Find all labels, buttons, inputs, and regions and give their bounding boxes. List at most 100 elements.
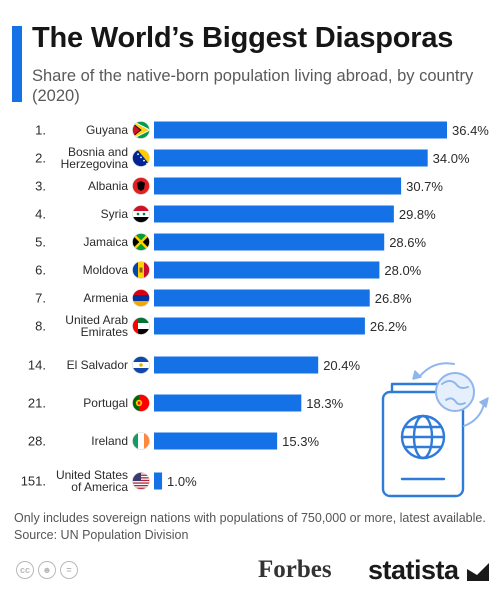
country-label: Moldova [83,263,129,277]
rank-label: 4. [35,207,46,222]
value-label: 28.0% [384,263,421,278]
bar [154,356,319,374]
bar-row: 1. Guyana 36.4% [35,121,489,139]
country-label-line: Jamaica [83,235,128,249]
chart-subtitle: Share of the native-born population livi… [32,67,474,105]
no-derivatives-icon: = [60,561,78,579]
footnote: Only includes sovereign nations with pop… [14,510,486,544]
country-label-line: Bosnia and [68,145,128,159]
value-label: 30.7% [406,179,443,194]
country-label-line: Syria [101,207,129,221]
bar-row: 4. Syria 29.8% [35,205,436,223]
bar [154,432,278,450]
country-label: Portugal [83,396,128,410]
bosnia-flag-icon [132,149,150,167]
passport-globe-illustration [381,362,489,498]
rank-label: 21. [28,396,46,411]
bar [154,205,394,223]
rank-label: 5. [35,235,46,250]
guyana-flag-icon [132,121,150,139]
value-label: 36.4% [452,123,489,138]
country-label-line: United Arab [65,313,128,327]
footnote-text: Only includes sovereign nations with pop… [14,511,486,525]
bar-chart: 1. Guyana 36.4% 2. Bosnia and Herzegovina 34.0… [21,121,489,498]
rank-label: 1. [35,123,46,138]
syria-flag-icon [132,205,150,223]
bar-row: 2. Bosnia and Herzegovina 34.0% [35,145,470,171]
country-label-line: Herzegovina [61,157,129,171]
bar [154,472,163,490]
value-label: 34.0% [433,151,470,166]
bar [154,289,370,307]
title-accent-bar [12,26,22,102]
country-label: Armenia [83,291,128,305]
value-label: 15.3% [282,434,319,449]
rank-label: 6. [35,263,46,278]
bar-row: 14. El Salvador 20.4% [28,356,361,374]
country-label-line: of America [71,480,128,494]
country-label-line: Armenia [83,291,128,305]
country-label: United Arab Emirates [65,313,128,339]
rank-label: 7. [35,291,46,306]
bar [154,121,447,139]
chart-title: The World’s Biggest Diasporas [32,22,454,54]
license-icons: cc ☻ = [16,561,78,579]
bar-row: 151. United States of America 1.0% [21,468,197,494]
bar-row: 21. Portugal 18.3% [28,394,344,412]
statista-wordmark: statista [368,555,459,585]
bar-row: 8. United Arab Emirates 26.2% [35,313,407,339]
albania-flag-icon [132,177,150,195]
jamaica-flag-icon [132,233,150,251]
rank-label: 2. [35,151,46,166]
forbes-logo: Forbes [258,556,332,583]
country-label-line: Albania [88,179,128,193]
uae-flag-icon [132,317,150,335]
ireland-flag-icon [132,432,150,450]
country-label-line: Portugal [83,396,128,410]
value-label: 28.6% [389,235,426,250]
country-label-line: United States [56,468,128,482]
rank-label: 151. [21,474,46,489]
country-label-line: Guyana [86,123,128,137]
bar [154,394,302,412]
moldova-flag-icon [132,261,150,279]
value-label: 26.8% [375,291,412,306]
country-label: Jamaica [83,235,128,249]
bar-row: 5. Jamaica 28.6% [35,233,427,251]
bar [154,149,428,167]
country-label: Bosnia and Herzegovina [61,145,129,171]
attribution-icon: ☻ [38,561,56,579]
country-label: United States of America [56,468,128,494]
bar [154,233,385,251]
country-label-line: Emirates [81,325,128,339]
bar-row: 6. Moldova 28.0% [35,261,422,279]
value-label: 18.3% [306,396,343,411]
country-label-line: El Salvador [67,358,128,372]
value-label: 1.0% [167,474,197,489]
country-label-line: Moldova [83,263,129,277]
bar [154,261,380,279]
cc-icon: cc [16,561,34,579]
country-label: Albania [88,179,128,193]
country-label-line: Ireland [91,434,128,448]
statista-mark-icon [466,562,489,581]
source-text: Source: UN Population Division [14,528,189,542]
country-label: Guyana [86,123,128,137]
armenia-flag-icon [132,289,150,307]
country-label: El Salvador [67,358,128,372]
bar [154,317,365,335]
rank-label: 14. [28,358,46,373]
bar-row: 28. Ireland 15.3% [28,432,319,450]
value-label: 29.8% [399,207,436,222]
value-label: 26.2% [370,319,407,334]
elsalvador-flag-icon [132,356,150,374]
country-label: Syria [101,207,129,221]
value-label: 20.4% [323,358,360,373]
statista-logo: statista [368,555,491,586]
country-label: Ireland [91,434,128,448]
rank-label: 3. [35,179,46,194]
bar-row: 7. Armenia 26.8% [35,289,412,307]
rank-label: 28. [28,434,46,449]
rank-label: 8. [35,319,46,334]
portugal-flag-icon [132,394,150,412]
